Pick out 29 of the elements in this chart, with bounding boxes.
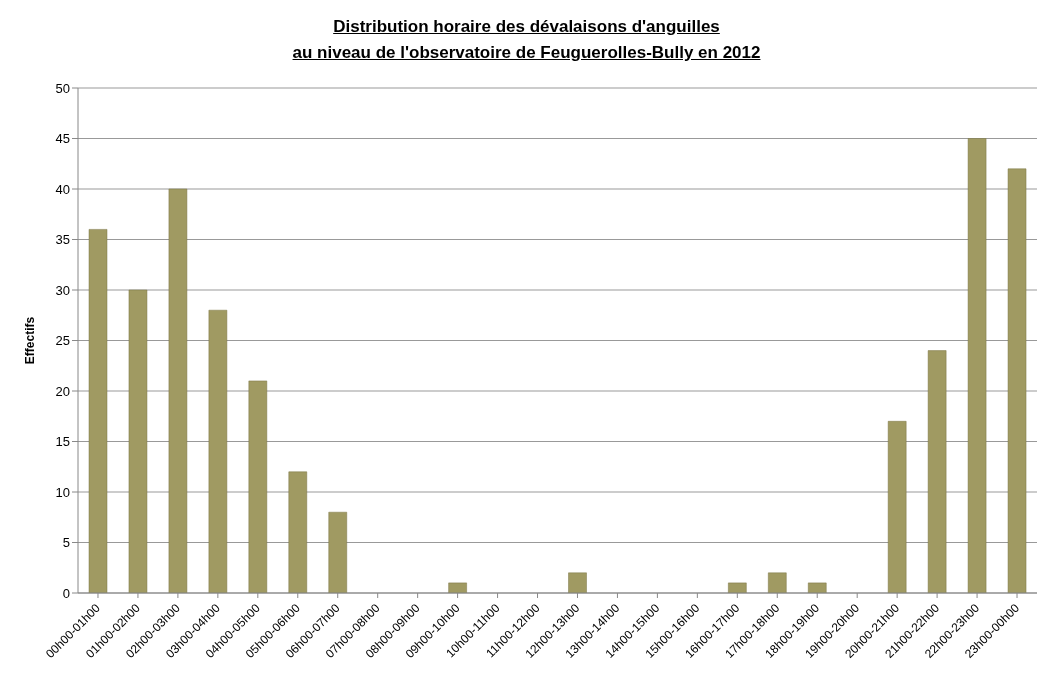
bar [88, 229, 108, 593]
y-tick-label: 35 [55, 232, 70, 248]
y-tick-label: 50 [55, 80, 70, 96]
y-tick-label: 20 [55, 383, 70, 399]
chart-title: Distribution horaire des dévalaisons d'anguilles au niveau de l'observatoire de Feuguerolles-Bully en 2012 [291, 16, 762, 64]
y-tick-label: 15 [55, 434, 70, 450]
y-tick-label: 5 [62, 535, 70, 551]
y-tick-label: 45 [55, 131, 70, 147]
bar [328, 511, 347, 593]
bar [128, 289, 148, 593]
bar [768, 572, 787, 593]
bar [927, 350, 947, 593]
bar [1007, 168, 1027, 593]
bar [967, 138, 987, 593]
bar [288, 471, 308, 593]
y-tick-label: 40 [55, 181, 70, 197]
bar [168, 188, 188, 593]
y-tick-label: 25 [55, 333, 70, 349]
y-tick-label: 10 [55, 484, 70, 500]
bar [808, 582, 827, 593]
bar [887, 421, 907, 593]
bar [568, 572, 587, 593]
bar [208, 309, 228, 593]
y-tick-label: 0 [62, 585, 70, 601]
bar [728, 582, 747, 593]
bar [248, 380, 268, 593]
y-axis-title: Effectifs [23, 316, 38, 365]
bar [448, 582, 467, 593]
y-tick-label: 30 [55, 282, 70, 298]
